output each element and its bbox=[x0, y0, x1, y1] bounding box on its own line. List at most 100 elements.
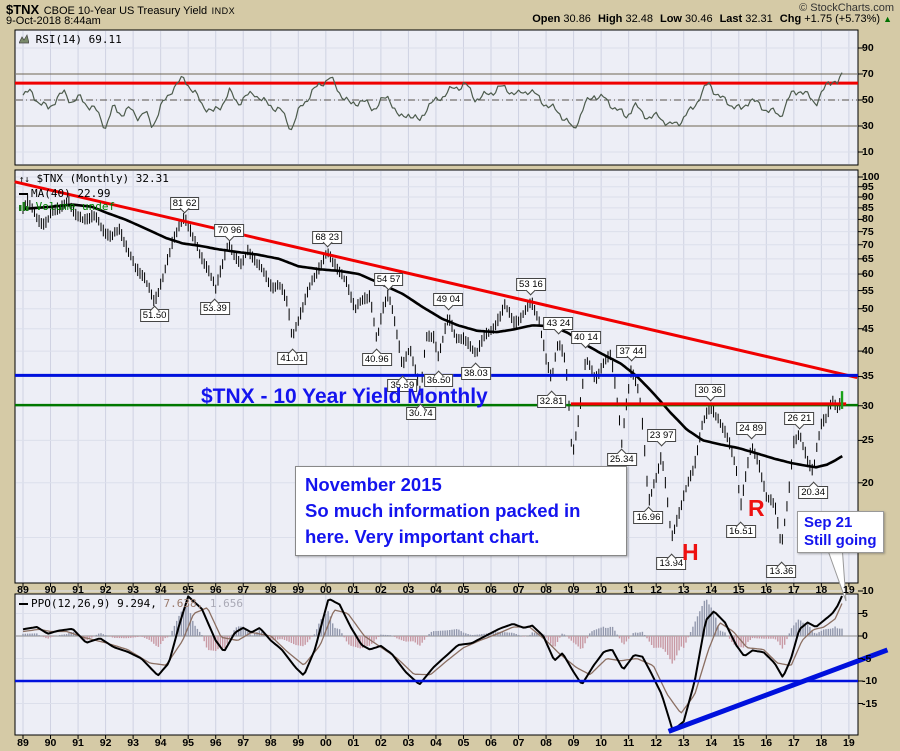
year-label-top: 93 bbox=[127, 583, 139, 596]
price-axis-tick-label: 80 bbox=[862, 213, 874, 226]
price-legend-label: $TNX (Monthly) 32.31 bbox=[36, 172, 169, 185]
year-label-bottom: 89 bbox=[17, 737, 29, 749]
year-label-top: 13 bbox=[677, 583, 690, 596]
year-label-top: 12 bbox=[650, 583, 663, 596]
price-callout-label: 49.04 bbox=[433, 293, 464, 307]
price-axis-tick-label: 100 bbox=[862, 171, 880, 183]
price-axis-tick-label: 75 bbox=[862, 225, 874, 238]
letter-r-annotation: R bbox=[748, 495, 765, 521]
year-label-top: 16 bbox=[760, 583, 773, 596]
price-callout-label: 20.34 bbox=[798, 485, 828, 499]
exchange-tag: INDX bbox=[211, 6, 236, 16]
price-axis-tick-label: 50 bbox=[862, 302, 874, 315]
year-label-bottom: 04 bbox=[430, 737, 442, 749]
price-callout-label: 30.36 bbox=[695, 384, 726, 398]
year-label-top: 19 bbox=[843, 583, 855, 596]
ma-legend-label: MA(40) 22.99 bbox=[31, 187, 111, 200]
header-line1: $TNX CBOE 10-Year US Treasury Yield INDX bbox=[6, 1, 235, 19]
sep21-callout-box: Sep 21 Still going bbox=[797, 511, 884, 553]
year-label-top: 98 bbox=[264, 583, 277, 596]
year-label-top: 94 bbox=[154, 583, 167, 596]
quote-value: 32.31 bbox=[742, 13, 773, 25]
price-callout-label: 38.03 bbox=[460, 366, 491, 380]
rsi-axis-tick-label: 70 bbox=[862, 68, 874, 80]
callout-line-2: Still going bbox=[804, 532, 877, 549]
price-callout-label: 40.14 bbox=[571, 331, 601, 345]
year-label-bottom: 10 bbox=[595, 737, 607, 749]
year-label-top: 07 bbox=[512, 583, 525, 596]
ppo-value: 9.294, bbox=[117, 597, 157, 610]
year-label-top: 04 bbox=[430, 583, 442, 596]
price-axis-tick-label: 20 bbox=[862, 476, 874, 489]
year-label-bottom: 09 bbox=[567, 737, 580, 749]
price-callout-label: 51.50 bbox=[139, 309, 170, 323]
year-label-top: 11 bbox=[623, 583, 635, 596]
volume-icon bbox=[19, 202, 29, 211]
price-callout-label: 70.96 bbox=[214, 224, 245, 238]
year-label-top: 15 bbox=[732, 583, 745, 596]
price-callout-label: 36.50 bbox=[423, 374, 454, 388]
year-label-bottom: 91 bbox=[72, 737, 84, 749]
quote-strip: Open 30.86 High 32.48 Low 30.46 Last 32.31 C… bbox=[525, 13, 892, 25]
year-label-bottom: 13 bbox=[677, 737, 690, 749]
year-label-bottom: 98 bbox=[264, 737, 277, 749]
year-label-top: 97 bbox=[237, 583, 250, 596]
year-label-bottom: 16 bbox=[760, 737, 773, 749]
price-axis-tick-label: 45 bbox=[862, 322, 874, 335]
year-label-bottom: 06 bbox=[485, 737, 497, 749]
note-line-1: November 2015 bbox=[305, 474, 442, 495]
year-label-bottom: 14 bbox=[705, 737, 718, 749]
year-label-bottom: 00 bbox=[319, 737, 332, 749]
note-line-3: here. Very important chart. bbox=[305, 526, 540, 547]
rsi-axis-tick-label: 50 bbox=[862, 94, 874, 106]
price-axis-tick-label: 60 bbox=[862, 268, 874, 281]
year-label-top: 89 bbox=[17, 583, 29, 596]
year-label-bottom: 17 bbox=[787, 737, 800, 749]
year-label-bottom: 94 bbox=[154, 737, 167, 749]
price-callout-label: 26.21 bbox=[784, 412, 815, 426]
rsi-axis-tick-label: 10 bbox=[862, 146, 874, 158]
rsi-axis-tick-label: 30 bbox=[862, 120, 874, 132]
year-label-top: 90 bbox=[44, 583, 57, 596]
volume-legend-label: Volume undef bbox=[35, 200, 116, 213]
price-legend: ↑↓ $TNX (Monthly) 32.31 MA(40) 22.99 Vol… bbox=[19, 172, 169, 213]
year-label-bottom: 07 bbox=[512, 737, 525, 749]
quote-value: 30.46 bbox=[681, 13, 713, 25]
year-label-bottom: 01 bbox=[347, 737, 360, 749]
price-axis-tick-label: 70 bbox=[862, 238, 874, 251]
note-line-2: So much information packed in bbox=[305, 500, 581, 521]
price-callout-label: 25.34 bbox=[606, 452, 637, 466]
year-label-top: 92 bbox=[99, 583, 112, 596]
year-label-bottom: 96 bbox=[209, 737, 222, 749]
price-callout-label: 53.39 bbox=[199, 302, 230, 316]
year-label-bottom: 15 bbox=[732, 737, 745, 749]
quote-label: High bbox=[597, 13, 623, 25]
ppo-swatch bbox=[19, 603, 28, 605]
price-callout-label: 81.62 bbox=[169, 196, 200, 210]
ppo-axis-tick-label: 0 bbox=[862, 630, 868, 642]
year-label-bottom: 97 bbox=[237, 737, 250, 749]
price-callout-label: 24.89 bbox=[736, 422, 767, 436]
note-annotation-box: November 2015 So much information packed… bbox=[295, 466, 627, 556]
rsi-axis-tick-label: 90 bbox=[862, 42, 874, 54]
price-callout-label: 32.81 bbox=[536, 394, 567, 408]
indicator-icon bbox=[18, 34, 30, 44]
year-label-bottom: 02 bbox=[375, 737, 387, 749]
letter-h-annotation: H bbox=[682, 539, 699, 565]
price-callout-label: 54.57 bbox=[373, 273, 404, 287]
ticker-symbol: $TNX bbox=[6, 2, 40, 17]
price-axis-tick-label: 40 bbox=[862, 345, 874, 358]
price-callout-label: 40.96 bbox=[361, 352, 392, 366]
price-callout-label: 37.44 bbox=[616, 344, 647, 358]
price-axis-tick-label: 65 bbox=[862, 252, 874, 265]
year-label-bottom: 12 bbox=[650, 737, 663, 749]
year-label-bottom: 03 bbox=[402, 737, 415, 749]
ppo-axis-tick-label: 5 bbox=[862, 607, 868, 620]
year-label-bottom: 99 bbox=[292, 737, 305, 749]
ppo-axis-tick-label: -5 bbox=[862, 652, 872, 665]
year-label-bottom: 92 bbox=[99, 737, 112, 749]
year-label-top: 95 bbox=[182, 583, 195, 596]
quote-label: Chg bbox=[779, 13, 802, 25]
year-label-top: 01 bbox=[347, 583, 360, 596]
